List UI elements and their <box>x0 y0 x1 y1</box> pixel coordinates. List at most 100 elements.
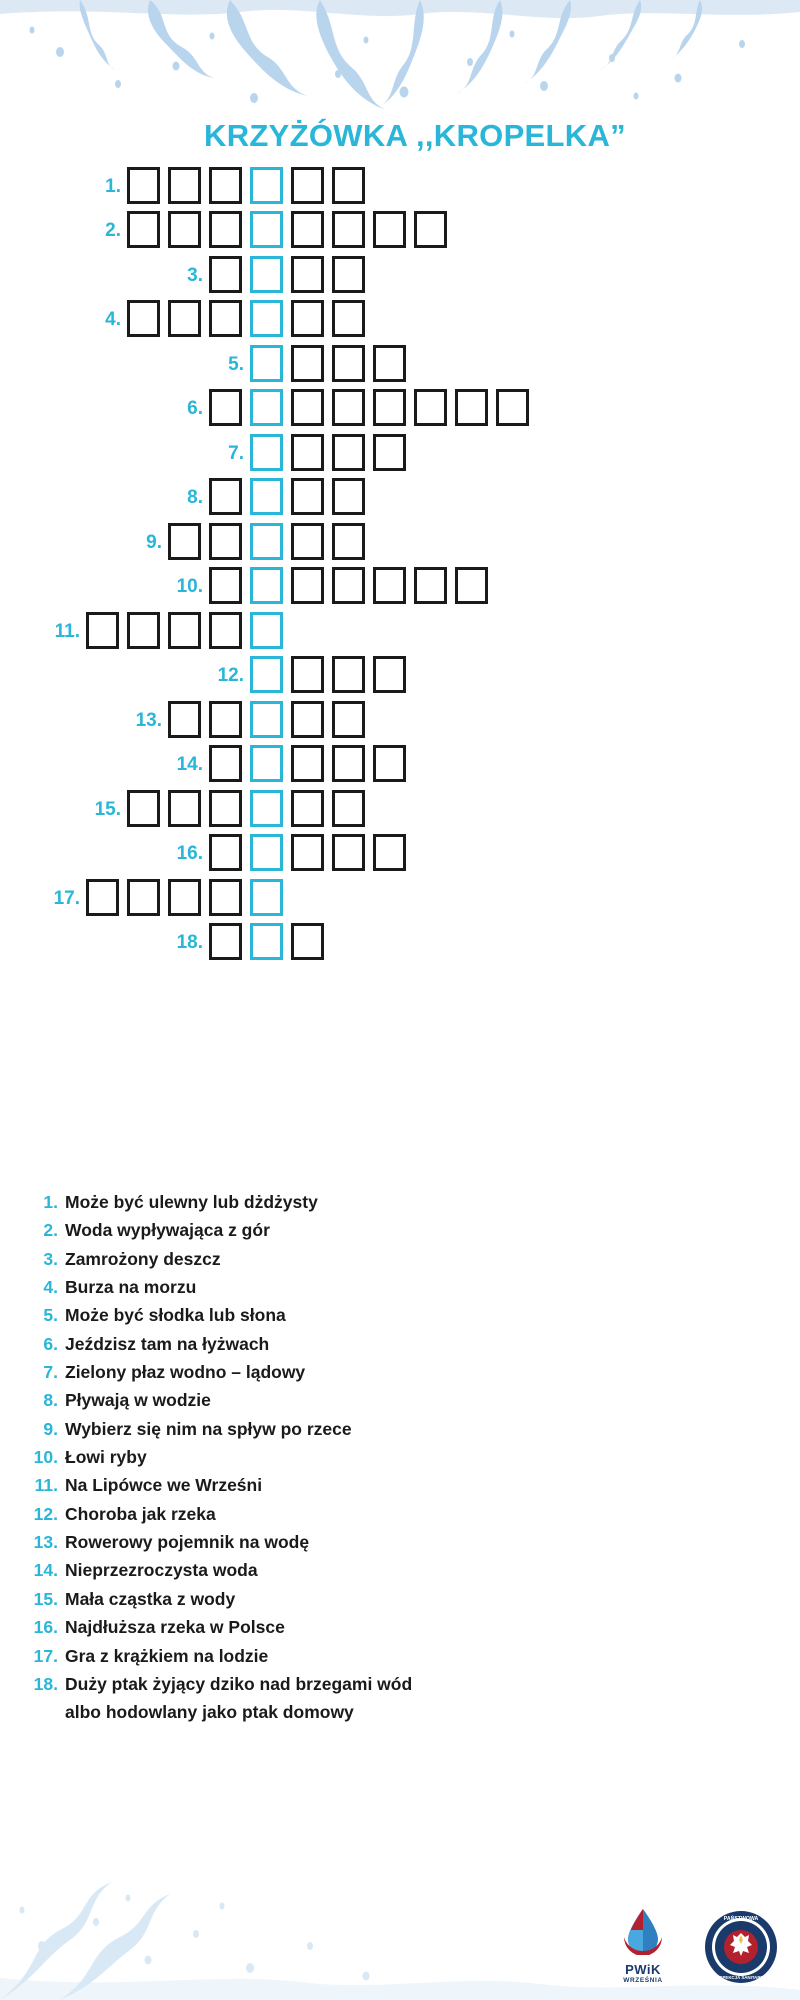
crossword-cell[interactable] <box>291 389 324 427</box>
crossword-cell-highlighted[interactable] <box>250 834 283 872</box>
clue-number: 16. <box>33 1617 58 1638</box>
crossword-cell[interactable] <box>209 789 242 827</box>
crossword-cell-highlighted[interactable] <box>250 878 283 916</box>
crossword-cell[interactable] <box>127 789 160 827</box>
crossword-cell[interactable] <box>291 745 324 783</box>
crossword-cell-highlighted[interactable] <box>250 611 283 649</box>
crossword-cell[interactable] <box>168 878 201 916</box>
crossword-row-cells <box>250 433 414 471</box>
crossword-cell[interactable] <box>291 789 324 827</box>
crossword-cell-highlighted[interactable] <box>250 923 283 961</box>
crossword-cell[interactable] <box>332 389 365 427</box>
crossword-cell-highlighted[interactable] <box>250 700 283 738</box>
crossword-cell[interactable] <box>291 834 324 872</box>
crossword-row-number: 12. <box>217 665 244 687</box>
crossword-cell[interactable] <box>291 567 324 605</box>
crossword-cell[interactable] <box>332 656 365 694</box>
clue-number: 15. <box>33 1588 58 1609</box>
crossword-cell[interactable] <box>332 522 365 560</box>
crossword-cell[interactable] <box>291 923 324 961</box>
crossword-cell[interactable] <box>168 700 201 738</box>
crossword-cell[interactable] <box>209 700 242 738</box>
crossword-cell[interactable] <box>455 567 488 605</box>
crossword-cell[interactable] <box>209 923 242 961</box>
crossword-cell[interactable] <box>332 745 365 783</box>
crossword-cell[interactable] <box>168 300 201 338</box>
crossword-cell-highlighted[interactable] <box>250 300 283 338</box>
crossword-row-number: 1. <box>105 175 121 197</box>
crossword-cell[interactable] <box>414 211 447 249</box>
crossword-cell[interactable] <box>291 700 324 738</box>
crossword-cell[interactable] <box>209 300 242 338</box>
crossword-cell[interactable] <box>168 611 201 649</box>
crossword-cell[interactable] <box>127 211 160 249</box>
crossword-cell[interactable] <box>291 656 324 694</box>
crossword-cell[interactable] <box>127 611 160 649</box>
crossword-cell[interactable] <box>291 478 324 516</box>
crossword-cell[interactable] <box>291 211 324 249</box>
crossword-cell[interactable] <box>291 166 324 204</box>
crossword-cell[interactable] <box>86 878 119 916</box>
crossword-cell[interactable] <box>373 344 406 382</box>
crossword-cell[interactable] <box>373 834 406 872</box>
crossword-cell-highlighted[interactable] <box>250 567 283 605</box>
crossword-cell[interactable] <box>332 300 365 338</box>
crossword-cell[interactable] <box>332 789 365 827</box>
crossword-cell[interactable] <box>373 745 406 783</box>
crossword-cell[interactable] <box>209 166 242 204</box>
crossword-cell[interactable] <box>332 211 365 249</box>
crossword-cell[interactable] <box>209 567 242 605</box>
crossword-cell[interactable] <box>209 878 242 916</box>
crossword-cell-highlighted[interactable] <box>250 656 283 694</box>
crossword-cell[interactable] <box>373 211 406 249</box>
crossword-cell-highlighted[interactable] <box>250 389 283 427</box>
crossword-cell-highlighted[interactable] <box>250 344 283 382</box>
crossword-cell[interactable] <box>168 789 201 827</box>
crossword-cell[interactable] <box>373 433 406 471</box>
crossword-cell[interactable] <box>86 611 119 649</box>
crossword-cell[interactable] <box>332 166 365 204</box>
crossword-cell[interactable] <box>209 522 242 560</box>
crossword-cell[interactable] <box>127 878 160 916</box>
crossword-cell[interactable] <box>332 567 365 605</box>
crossword-cell-highlighted[interactable] <box>250 166 283 204</box>
crossword-cell[interactable] <box>332 700 365 738</box>
crossword-cell[interactable] <box>209 834 242 872</box>
crossword-cell[interactable] <box>373 567 406 605</box>
crossword-cell[interactable] <box>332 255 365 293</box>
crossword-cell[interactable] <box>209 611 242 649</box>
crossword-cell-highlighted[interactable] <box>250 478 283 516</box>
crossword-cell[interactable] <box>332 834 365 872</box>
crossword-cell[interactable] <box>209 211 242 249</box>
crossword-cell[interactable] <box>168 166 201 204</box>
crossword-cell[interactable] <box>332 344 365 382</box>
crossword-cell[interactable] <box>291 255 324 293</box>
crossword-cell[interactable] <box>414 567 447 605</box>
crossword-cell-highlighted[interactable] <box>250 433 283 471</box>
crossword-cell-highlighted[interactable] <box>250 522 283 560</box>
crossword-cell[interactable] <box>291 300 324 338</box>
crossword-cell[interactable] <box>127 166 160 204</box>
crossword-cell[interactable] <box>291 344 324 382</box>
crossword-cell[interactable] <box>291 522 324 560</box>
crossword-cell[interactable] <box>168 211 201 249</box>
crossword-cell[interactable] <box>373 389 406 427</box>
crossword-cell[interactable] <box>496 389 529 427</box>
clue-item: 5. Może być słodka lub słona <box>24 1303 544 1328</box>
crossword-cell[interactable] <box>414 389 447 427</box>
crossword-cell-highlighted[interactable] <box>250 789 283 827</box>
crossword-cell[interactable] <box>209 255 242 293</box>
crossword-cell-highlighted[interactable] <box>250 255 283 293</box>
crossword-cell-highlighted[interactable] <box>250 211 283 249</box>
crossword-cell[interactable] <box>455 389 488 427</box>
crossword-cell[interactable] <box>168 522 201 560</box>
crossword-cell[interactable] <box>332 433 365 471</box>
crossword-cell[interactable] <box>209 389 242 427</box>
crossword-cell[interactable] <box>373 656 406 694</box>
crossword-cell[interactable] <box>332 478 365 516</box>
crossword-cell[interactable] <box>209 478 242 516</box>
crossword-cell-highlighted[interactable] <box>250 745 283 783</box>
crossword-cell[interactable] <box>291 433 324 471</box>
crossword-cell[interactable] <box>209 745 242 783</box>
crossword-cell[interactable] <box>127 300 160 338</box>
